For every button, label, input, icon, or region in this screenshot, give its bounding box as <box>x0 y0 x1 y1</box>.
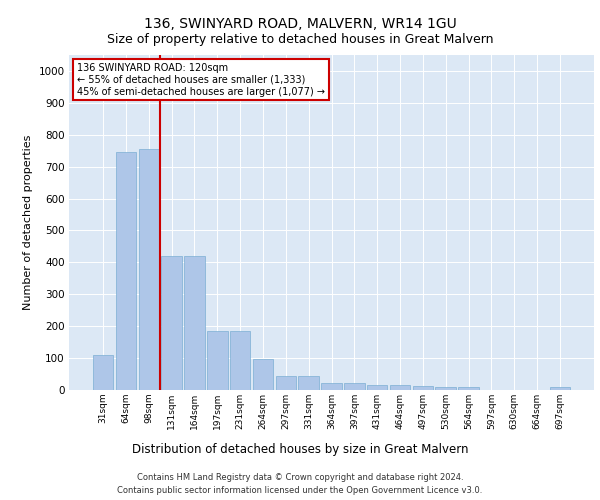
Bar <box>367 385 388 390</box>
Text: 136 SWINYARD ROAD: 120sqm
← 55% of detached houses are smaller (1,333)
45% of se: 136 SWINYARD ROAD: 120sqm ← 55% of detac… <box>77 64 325 96</box>
Bar <box>139 149 159 390</box>
Text: Contains HM Land Registry data © Crown copyright and database right 2024.: Contains HM Land Registry data © Crown c… <box>137 472 463 482</box>
Bar <box>458 387 479 390</box>
Bar <box>207 331 227 390</box>
Bar <box>413 386 433 390</box>
Bar <box>93 355 113 390</box>
Text: Contains public sector information licensed under the Open Government Licence v3: Contains public sector information licen… <box>118 486 482 495</box>
Y-axis label: Number of detached properties: Number of detached properties <box>23 135 33 310</box>
Text: Distribution of detached houses by size in Great Malvern: Distribution of detached houses by size … <box>132 442 468 456</box>
Bar <box>184 256 205 390</box>
Text: 136, SWINYARD ROAD, MALVERN, WR14 1GU: 136, SWINYARD ROAD, MALVERN, WR14 1GU <box>143 18 457 32</box>
Bar <box>253 359 273 390</box>
Text: Size of property relative to detached houses in Great Malvern: Size of property relative to detached ho… <box>107 32 493 46</box>
Bar <box>344 383 365 390</box>
Bar <box>550 388 570 390</box>
Bar <box>275 376 296 390</box>
Bar <box>116 152 136 390</box>
Bar <box>390 385 410 390</box>
Bar <box>436 387 456 390</box>
Bar <box>298 376 319 390</box>
Bar <box>161 256 182 390</box>
Bar <box>321 383 342 390</box>
Bar <box>230 331 250 390</box>
